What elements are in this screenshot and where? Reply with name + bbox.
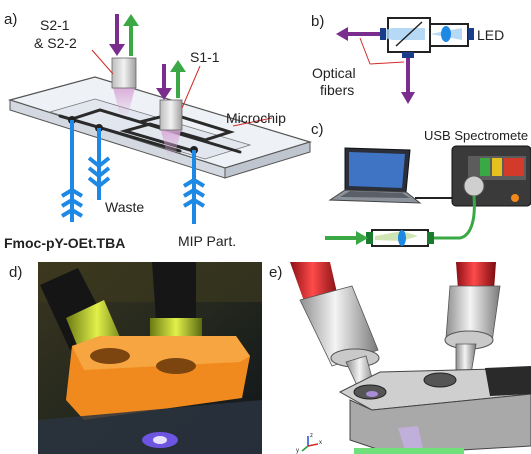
render-probe-right (444, 262, 501, 381)
label-led: LED (477, 27, 504, 43)
panel-b-letter: b) (311, 13, 324, 30)
panel-d-letter: d) (9, 264, 22, 281)
arrowhead-down-s2 (109, 44, 125, 56)
panel-e: e) z x y (269, 262, 531, 454)
probe-s1-body (159, 99, 183, 131)
label-s2-line2: & S2-2 (34, 35, 77, 51)
label-spectrometer: USB Spectromete (424, 128, 528, 143)
leader-microchip (232, 117, 273, 127)
spectrometer-port (463, 175, 485, 197)
led-lens (441, 26, 451, 42)
probe-s2 (111, 57, 137, 115)
holder-hole-right (156, 358, 196, 374)
light-cone-s1 (161, 130, 181, 155)
optics-port-left (366, 232, 373, 244)
render-block-dark-end (485, 366, 531, 396)
label-fibers-line1: Optical (312, 65, 356, 81)
label-mip: MIP Part. (178, 233, 236, 249)
chevrons-waste (87, 156, 111, 189)
axis-x-label: x (319, 440, 322, 446)
panel-d: d) (9, 262, 262, 454)
leader-s2 (91, 49, 114, 75)
light-cone-s2 (113, 88, 135, 115)
render-hole-right (423, 372, 457, 388)
label-fmoc: Fmoc-pY-OEt.TBA (4, 235, 125, 251)
panel-a-letter: a) (4, 11, 17, 28)
green-fiber (428, 195, 476, 240)
laptop-keyboard (340, 191, 410, 198)
holder-hole-left (90, 348, 130, 364)
render-purple-spot (366, 391, 378, 397)
render-light-beam (398, 426, 424, 454)
arrowhead-left (336, 27, 348, 41)
fiber-cable-right (152, 262, 196, 320)
arrowhead-right-green (356, 231, 368, 245)
fiber-port-left (380, 28, 386, 40)
panel-c: c) USB Spectromete (311, 121, 531, 247)
optics-beam (375, 231, 418, 241)
optics-lens (398, 230, 406, 246)
spectrum-green (480, 158, 490, 176)
microchip-side-face (224, 141, 311, 179)
arrowhead-up-s1 (170, 60, 186, 72)
render-block-top (338, 367, 531, 411)
leader-s1 (181, 65, 201, 109)
dichroic-mirror (395, 21, 423, 47)
chevrons-inlet (60, 187, 84, 218)
usb-spectrometer (451, 145, 531, 207)
axis-z-label: z (310, 433, 313, 439)
arrowhead-down-s1 (156, 88, 172, 100)
label-waste: Waste (105, 199, 144, 215)
label-fibers-line2: fibers (320, 82, 354, 98)
fluid-tubes (60, 120, 206, 224)
chevrons-mip (182, 177, 206, 208)
panel-e-letter: e) (269, 264, 282, 281)
uv-glow-core (153, 436, 167, 444)
optics-port-right (427, 232, 434, 244)
spectrometer-indicator (511, 194, 519, 202)
laptop-screen (349, 152, 405, 188)
fiber-port-bottom (402, 52, 414, 58)
render-probe-left (290, 262, 380, 397)
leader-fiber-2 (369, 61, 405, 65)
microfluidic-channel (58, 108, 242, 154)
probe-s1 (159, 99, 183, 155)
probe-arrows (109, 14, 186, 100)
photo-chip (38, 400, 262, 454)
render-block-front (349, 393, 531, 454)
axis-x-line (307, 443, 319, 447)
panel-b: b) LED Optical fibers (311, 13, 504, 104)
axis-triad: z x y (296, 433, 322, 454)
panel-a: a) (4, 11, 313, 251)
probe-cylinder-left (299, 285, 379, 367)
spectrum-red (504, 158, 524, 176)
panel-c-letter: c) (311, 121, 324, 138)
red-fiber-right (456, 262, 496, 290)
label-microchip: Microchip (226, 110, 286, 126)
arrowhead-down (401, 92, 415, 104)
probe-s2-body (111, 57, 137, 89)
label-s1: S1-1 (190, 49, 220, 65)
axis-y-label: y (296, 448, 299, 454)
led-port (468, 28, 474, 40)
laptop (328, 147, 422, 204)
spectrum-yellow (492, 158, 502, 176)
arrowhead-up-s2 (123, 14, 139, 26)
label-s2-line1: S2-1 (40, 17, 70, 33)
axis-y-line (301, 445, 309, 452)
leader-fiber-1 (359, 37, 371, 65)
render-green-plate (354, 448, 464, 454)
